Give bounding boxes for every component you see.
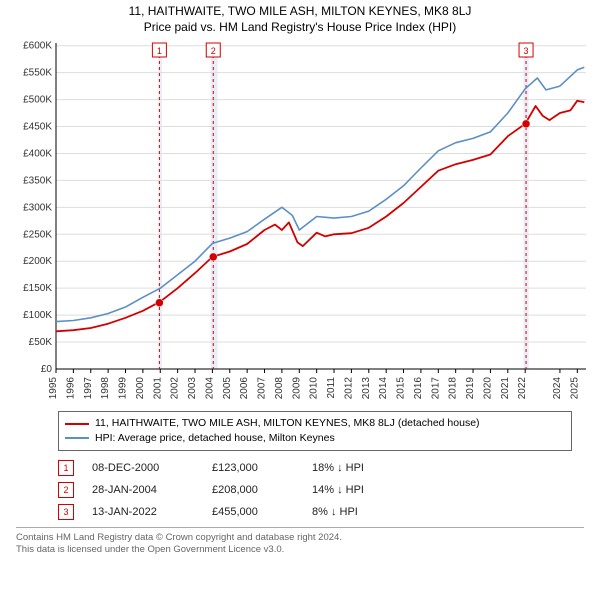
svg-text:£350K: £350K <box>23 176 52 187</box>
svg-text:£550K: £550K <box>23 68 52 79</box>
svg-text:2007: 2007 <box>257 377 268 400</box>
svg-text:2003: 2003 <box>187 377 198 400</box>
annotation-badge: 2 <box>58 482 74 498</box>
attribution: Contains HM Land Registry data © Crown c… <box>16 527 584 557</box>
annotation-date: 08-DEC-2000 <box>92 462 212 474</box>
attribution-line: This data is licensed under the Open Gov… <box>16 544 584 556</box>
svg-text:2025: 2025 <box>569 377 580 400</box>
svg-text:1995: 1995 <box>48 377 59 400</box>
svg-text:£0: £0 <box>41 364 53 375</box>
svg-text:£200K: £200K <box>23 256 52 267</box>
svg-text:2004: 2004 <box>204 377 215 400</box>
chart-area: £0 £50K £100K £150K £200K £250K £300K £350K £400… <box>8 37 592 407</box>
legend-swatch <box>65 423 89 425</box>
annotation-row: 2 28-JAN-2004£208,00014% ↓ HPI <box>58 479 572 501</box>
attribution-line: Contains HM Land Registry data © Crown c… <box>16 532 584 544</box>
annotation-delta: 14% ↓ HPI <box>312 484 432 496</box>
svg-text:2: 2 <box>211 46 216 56</box>
svg-text:£100K: £100K <box>23 310 52 321</box>
chart-page: 11, HAITHWAITE, TWO MILE ASH, MILTON KEY… <box>0 0 600 590</box>
svg-text:£400K: £400K <box>23 149 52 160</box>
svg-text:2010: 2010 <box>309 377 320 400</box>
svg-text:1996: 1996 <box>65 377 76 400</box>
annotation-price: £455,000 <box>212 506 312 518</box>
svg-text:£150K: £150K <box>23 283 52 294</box>
svg-text:2022: 2022 <box>517 377 528 400</box>
svg-text:2013: 2013 <box>361 377 372 400</box>
svg-text:3: 3 <box>524 46 529 56</box>
svg-text:2019: 2019 <box>465 377 476 400</box>
annotation-badge: 3 <box>58 504 74 520</box>
svg-text:1997: 1997 <box>83 377 94 400</box>
svg-text:2008: 2008 <box>274 377 285 400</box>
svg-text:1999: 1999 <box>118 377 129 400</box>
legend-swatch <box>65 437 89 439</box>
legend-label: 11, HAITHWAITE, TWO MILE ASH, MILTON KEY… <box>95 416 480 431</box>
line-chart: £0 £50K £100K £150K £200K £250K £300K £350K £400… <box>8 37 592 407</box>
svg-text:2015: 2015 <box>396 377 407 400</box>
legend-item: HPI: Average price, detached house, Milt… <box>65 431 565 446</box>
svg-text:2024: 2024 <box>552 377 563 400</box>
svg-text:2018: 2018 <box>448 377 459 400</box>
svg-text:2001: 2001 <box>152 377 163 400</box>
chart-subtitle: Price paid vs. HM Land Registry's House … <box>8 20 592 36</box>
annotation-table: 1 08-DEC-2000£123,00018% ↓ HPI 2 28-JAN-200… <box>58 457 572 523</box>
annotation-badge: 1 <box>58 460 74 476</box>
legend-item: 11, HAITHWAITE, TWO MILE ASH, MILTON KEY… <box>65 416 565 431</box>
svg-text:2017: 2017 <box>430 377 441 400</box>
svg-text:2009: 2009 <box>291 377 302 400</box>
legend: 11, HAITHWAITE, TWO MILE ASH, MILTON KEY… <box>58 411 572 450</box>
svg-text:1998: 1998 <box>100 377 111 400</box>
annotation-price: £123,000 <box>212 462 312 474</box>
annotation-row: 3 13-JAN-2022£455,0008% ↓ HPI <box>58 501 572 523</box>
svg-text:2012: 2012 <box>343 377 354 400</box>
legend-label: HPI: Average price, detached house, Milt… <box>95 431 335 446</box>
chart-title: 11, HAITHWAITE, TWO MILE ASH, MILTON KEY… <box>8 4 592 20</box>
svg-text:2021: 2021 <box>500 377 511 400</box>
svg-text:2014: 2014 <box>378 377 389 400</box>
svg-text:2005: 2005 <box>222 377 233 400</box>
annotation-date: 13-JAN-2022 <box>92 506 212 518</box>
annotation-date: 28-JAN-2004 <box>92 484 212 496</box>
svg-text:£250K: £250K <box>23 229 52 240</box>
svg-text:2006: 2006 <box>239 377 250 400</box>
svg-text:2016: 2016 <box>413 377 424 400</box>
svg-text:2000: 2000 <box>135 377 146 400</box>
svg-text:2002: 2002 <box>170 377 181 400</box>
svg-text:£450K: £450K <box>23 122 52 133</box>
annotation-price: £208,000 <box>212 484 312 496</box>
svg-text:£600K: £600K <box>23 41 52 52</box>
svg-text:1: 1 <box>157 46 162 56</box>
svg-text:£50K: £50K <box>29 337 53 348</box>
svg-text:2011: 2011 <box>326 377 337 399</box>
svg-text:£500K: £500K <box>23 95 52 106</box>
annotation-row: 1 08-DEC-2000£123,00018% ↓ HPI <box>58 457 572 479</box>
svg-text:2020: 2020 <box>482 377 493 400</box>
svg-text:£300K: £300K <box>23 203 52 214</box>
annotation-delta: 18% ↓ HPI <box>312 462 432 474</box>
annotation-delta: 8% ↓ HPI <box>312 506 432 518</box>
